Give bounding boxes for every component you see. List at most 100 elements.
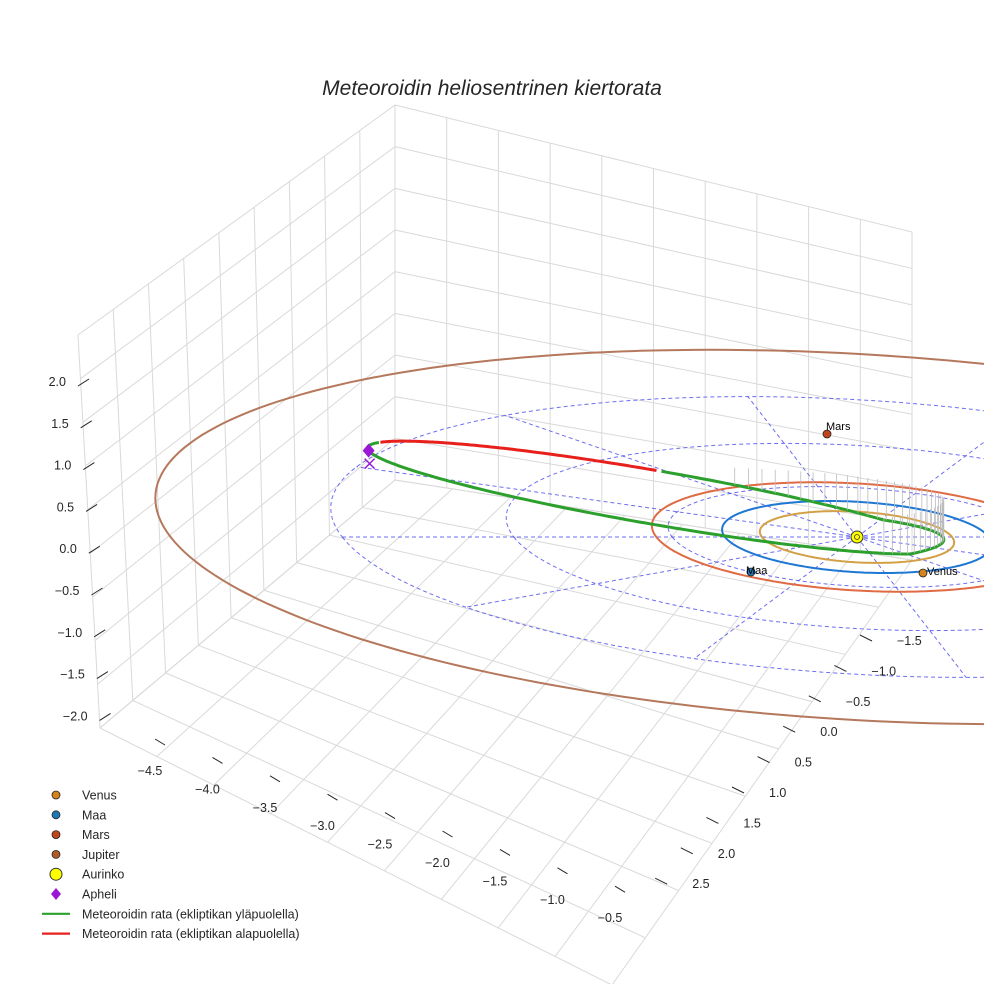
ecliptic-grid-spoke <box>747 396 858 538</box>
aphelion-projection-x-marker <box>364 458 376 470</box>
planet-venus <box>918 568 928 578</box>
legend-label: Meteoroidin rata (ekliptikan yläpuolella… <box>82 907 299 921</box>
y-tick-mark <box>757 756 770 764</box>
planet-label-maa: Maa <box>746 565 768 577</box>
y-tick-label: −1.5 <box>897 634 922 648</box>
y-tick-label: −1.0 <box>871 664 896 678</box>
legend-marker <box>51 830 61 839</box>
ecliptic-grid-spoke <box>504 414 858 538</box>
z-tick-mark <box>83 462 95 471</box>
grid-line <box>394 271 913 379</box>
x-tick-mark <box>557 867 568 875</box>
grid-line <box>394 229 913 342</box>
y-tick-mark <box>706 816 719 824</box>
legend-label: Maa <box>82 808 106 822</box>
y-tick-label: 0.0 <box>820 725 837 739</box>
grid-line <box>198 644 713 844</box>
grid-line <box>147 283 167 673</box>
grid-line <box>612 559 913 984</box>
ecliptic-grid-spoke <box>856 536 984 556</box>
x-tick-label: −3.5 <box>253 801 278 815</box>
y-tick-mark <box>731 786 745 794</box>
x-tick-mark <box>269 775 281 783</box>
orbit-mars <box>650 481 984 593</box>
z-tick-label: −2.0 <box>63 709 88 723</box>
z-tick-mark <box>93 629 106 638</box>
x-tick-mark <box>499 848 511 856</box>
y-tick-mark <box>859 634 873 642</box>
grid-line <box>554 550 855 957</box>
grid-line <box>77 104 396 336</box>
y-tick-label: −0.5 <box>846 695 871 709</box>
y-tick-mark <box>834 664 847 672</box>
x-tick-label: −4.0 <box>195 782 220 796</box>
x-tick-mark <box>614 885 626 893</box>
z-tick-label: −0.5 <box>55 584 80 598</box>
grid-line <box>85 229 396 467</box>
x-tick-mark <box>154 738 166 746</box>
legend-label: Meteoroidin rata (ekliptikan alapuolella… <box>82 927 299 941</box>
grid-line <box>165 672 679 892</box>
grid-line <box>94 396 396 642</box>
z-tick-label: 1.0 <box>54 459 71 473</box>
x-tick-label: −3.0 <box>310 819 335 833</box>
x-tick-label: −2.0 <box>425 856 450 870</box>
grid-line <box>327 515 626 843</box>
planet-label-venus: Venus <box>927 566 958 578</box>
grid-line <box>394 437 913 525</box>
grid-line <box>270 506 568 815</box>
grid-line <box>97 437 396 685</box>
planet-maa <box>746 567 756 577</box>
grid-line <box>218 232 232 618</box>
legend-marker <box>51 790 61 800</box>
x-tick-mark <box>384 812 396 820</box>
ecliptic-grid-spoke <box>856 441 984 538</box>
chart-title: Meteoroidin heliosentrinen kiertorata <box>322 77 662 100</box>
grid-line <box>329 534 846 655</box>
x-tick-mark <box>327 793 338 801</box>
z-tick-mark <box>88 545 101 554</box>
z-tick-mark <box>77 378 90 387</box>
legend-marker <box>51 888 61 900</box>
orbit-maa <box>721 500 984 574</box>
grid-line <box>82 187 396 423</box>
grid-line <box>99 727 612 984</box>
grid-line <box>99 479 396 729</box>
legend-label: Jupiter <box>82 848 120 862</box>
grid-line <box>156 488 453 757</box>
y-tick-label: 2.0 <box>718 847 735 861</box>
x-tick-label: −4.5 <box>138 764 163 778</box>
z-tick-label: 0.5 <box>57 500 74 514</box>
y-tick-label: 1.0 <box>769 786 786 800</box>
y-tick-mark <box>808 695 822 703</box>
orbits <box>154 348 984 726</box>
grid-line <box>362 507 879 608</box>
grid-line <box>132 699 646 939</box>
z-tick-label: −1.5 <box>60 668 85 682</box>
legend: Venus Maa Mars Jupiter Aurinko Apheli Meteoroi… <box>42 789 299 941</box>
y-tick-label: 0.5 <box>795 756 812 770</box>
grid-line <box>497 541 798 929</box>
z-tick-mark <box>80 420 92 429</box>
grid-line <box>288 181 298 563</box>
axes-panes <box>77 104 913 984</box>
sun-marker <box>850 530 864 544</box>
y-tick-label: 2.5 <box>692 877 709 891</box>
y-tick-mark <box>654 877 668 885</box>
orbit-jupiter <box>154 348 984 726</box>
orbit-venus <box>758 510 956 564</box>
z-tick-label: 2.0 <box>49 375 66 389</box>
grid-line <box>394 146 913 269</box>
grid-line <box>112 309 134 701</box>
grid-line <box>87 271 396 511</box>
legend-marker <box>51 810 61 820</box>
sun-core <box>854 534 860 540</box>
grid-line <box>359 130 363 508</box>
legend-label: Aurinko <box>82 868 124 882</box>
ecliptic-grid-spoke <box>693 536 858 659</box>
y-tick-mark <box>782 725 796 733</box>
grid-line <box>324 156 330 536</box>
grid-line <box>263 589 779 750</box>
y-tick-mark <box>680 847 694 855</box>
x-tick-mark <box>212 756 223 764</box>
